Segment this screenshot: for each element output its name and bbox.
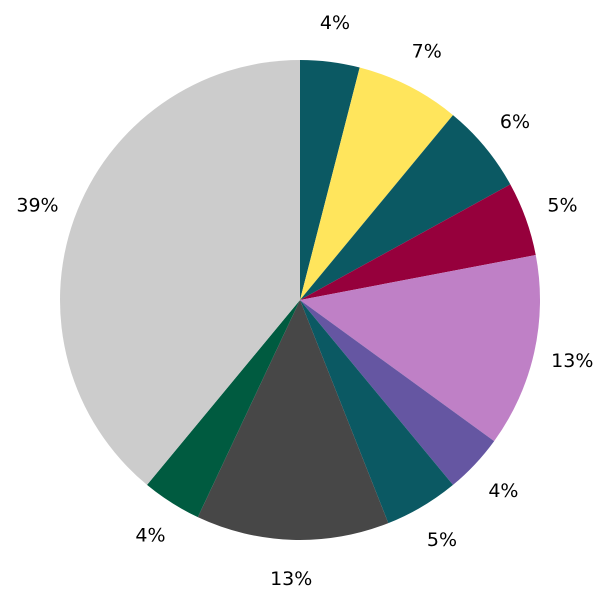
pie-slice-2: [300, 67, 453, 300]
pie-slice-label-1: 4%: [320, 12, 350, 34]
pie-slice-4: [300, 184, 536, 300]
pie-slice-3: [300, 115, 511, 300]
pie-slice-label-10: 39%: [16, 195, 58, 217]
pie-slice-label-2: 7%: [412, 40, 442, 62]
pie-slice-label-5: 13%: [551, 350, 593, 372]
pie-slice-5: [300, 255, 541, 442]
pie-slice-label-3: 6%: [500, 111, 530, 133]
pie-slice-6: [300, 300, 495, 485]
pie-slice-8: [197, 300, 389, 541]
pie-slice-label-6: 4%: [488, 480, 518, 502]
pie-slice-7: [300, 300, 453, 524]
pie-slice-label-7: 5%: [427, 529, 457, 551]
pie-slices: [60, 60, 541, 541]
pie-slice-label-8: 13%: [270, 568, 312, 590]
pie-labels: 4% 7% 6% 5% 13% 4% 5% 13% 4% 39%: [16, 12, 593, 590]
pie-slice-9: [147, 300, 300, 518]
pie-slice-1: [300, 60, 360, 300]
pie-slice-10: [60, 60, 300, 485]
pie-slice-label-4: 5%: [547, 195, 577, 217]
pie-slice-label-9: 4%: [135, 525, 165, 547]
